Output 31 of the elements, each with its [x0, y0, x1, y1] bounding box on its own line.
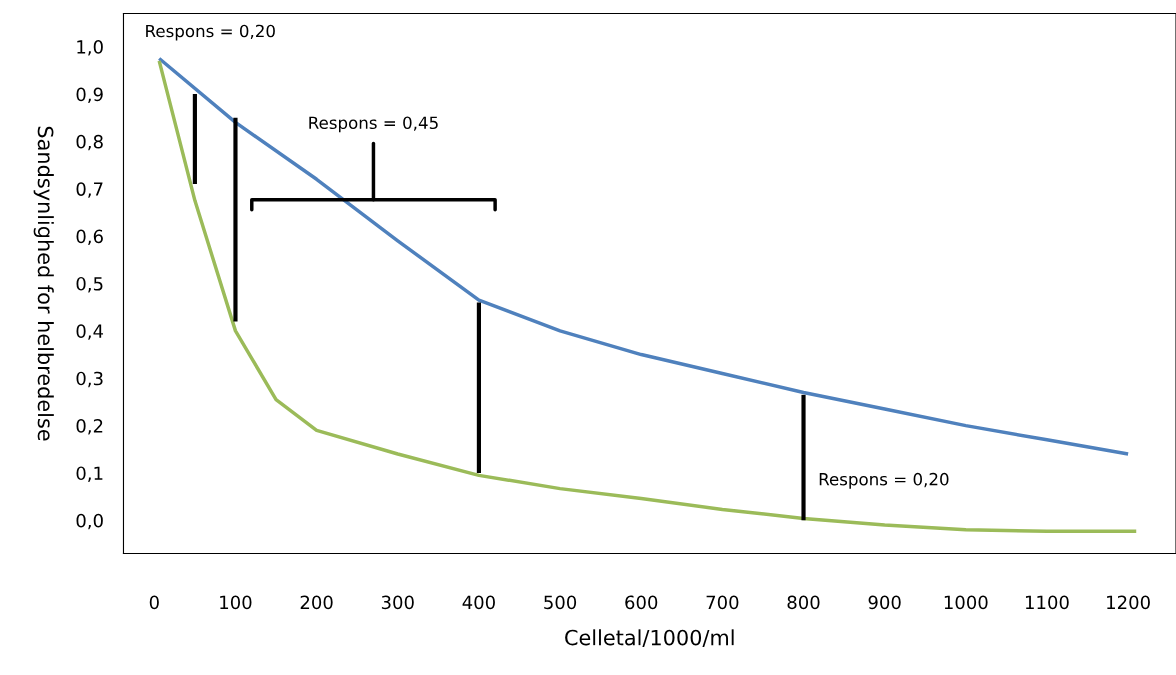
y-tick-label: 0,8 [76, 134, 103, 151]
x-tick-label: 400 [462, 595, 495, 610]
x-tick-label: 100 [220, 595, 252, 610]
y-tick-label: 0,2 [76, 419, 103, 435]
y-tick-label: 0,4 [76, 324, 104, 340]
x-tick-label: 700 [706, 595, 739, 610]
annotation: Respons = 0,20 [146, 24, 275, 41]
y-tick-label: 0,0 [76, 513, 103, 530]
annotation: Respons = 0,20 [819, 472, 949, 489]
line-series [157, 59, 1138, 533]
line-series [157, 56, 1130, 456]
y-tick-label: 0,3 [76, 371, 103, 388]
annotation: Respons = 0,45 [309, 116, 438, 133]
x-tick-label: 900 [868, 595, 901, 610]
y-tick-label: 0,5 [76, 276, 103, 293]
y-tick-label: 1,0 [77, 40, 103, 56]
y-tick-label: 0,6 [76, 229, 103, 246]
x-tick-label: 800 [787, 595, 820, 610]
x-tick-label: 1200 [1107, 595, 1150, 610]
y-tick-label: 0,1 [76, 466, 103, 482]
y-tick-label: 0,9 [76, 87, 103, 103]
x-tick-label: 500 [544, 595, 577, 610]
x-tick-label: 1100 [1025, 595, 1069, 610]
y-axis-title: Sandsynlighed for helbredelse [33, 126, 54, 441]
x-axis-title: Celletal/1000/ml [565, 629, 734, 648]
x-tick-label: 1000 [944, 595, 988, 610]
x-tick-label: 200 [300, 595, 333, 610]
x-tick-label: 600 [625, 595, 658, 610]
x-tick-label: 0 [149, 595, 159, 610]
y-tick-label: 0,7 [76, 182, 103, 198]
x-tick-label: 300 [381, 595, 414, 610]
